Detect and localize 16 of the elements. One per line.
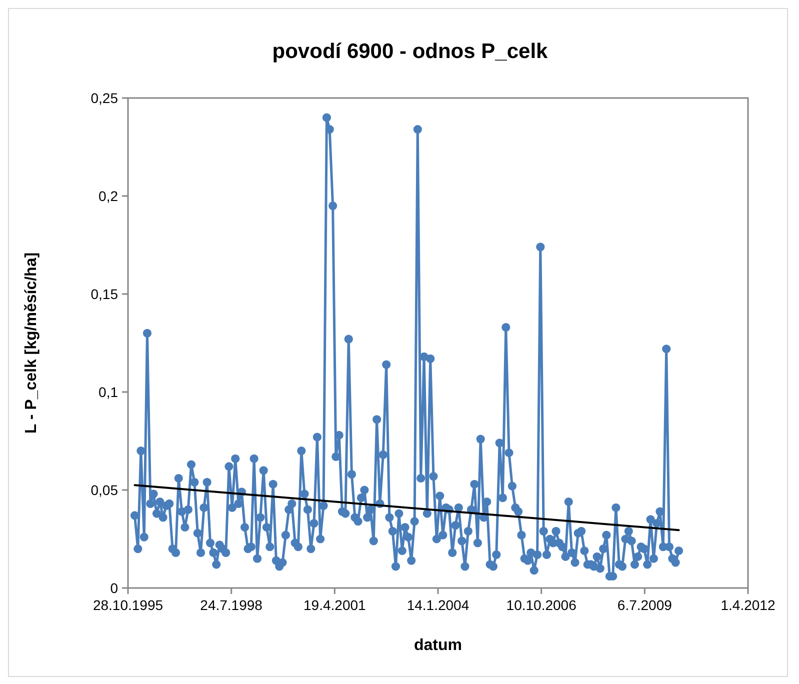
x-tick-label: 1.4.2012: [720, 597, 776, 613]
x-tick-label: 28.10.1995: [92, 597, 164, 613]
x-axis-title: datum: [414, 637, 462, 654]
y-tick-label: 0,2: [98, 188, 118, 204]
x-tick-label: 19.4.2001: [304, 597, 366, 613]
chart-title: povodí 6900 - odnos P_celk: [272, 40, 548, 63]
y-axis-title: L - P_celk [kg/měsíc/ha]: [23, 252, 40, 434]
x-tick-label: 6.7.2009: [617, 597, 672, 613]
x-tick-label: 24.7.1998: [200, 597, 263, 613]
y-tick-label: 0,25: [90, 90, 118, 106]
y-tick-label: 0: [110, 580, 118, 596]
y-tick-label: 0,15: [90, 286, 118, 302]
x-tick-label: 14.1.2004: [406, 597, 470, 613]
y-tick-label: 0,1: [98, 384, 118, 400]
y-tick-label: 0,05: [90, 482, 118, 498]
x-tick-label: 10.10.2006: [506, 597, 577, 613]
